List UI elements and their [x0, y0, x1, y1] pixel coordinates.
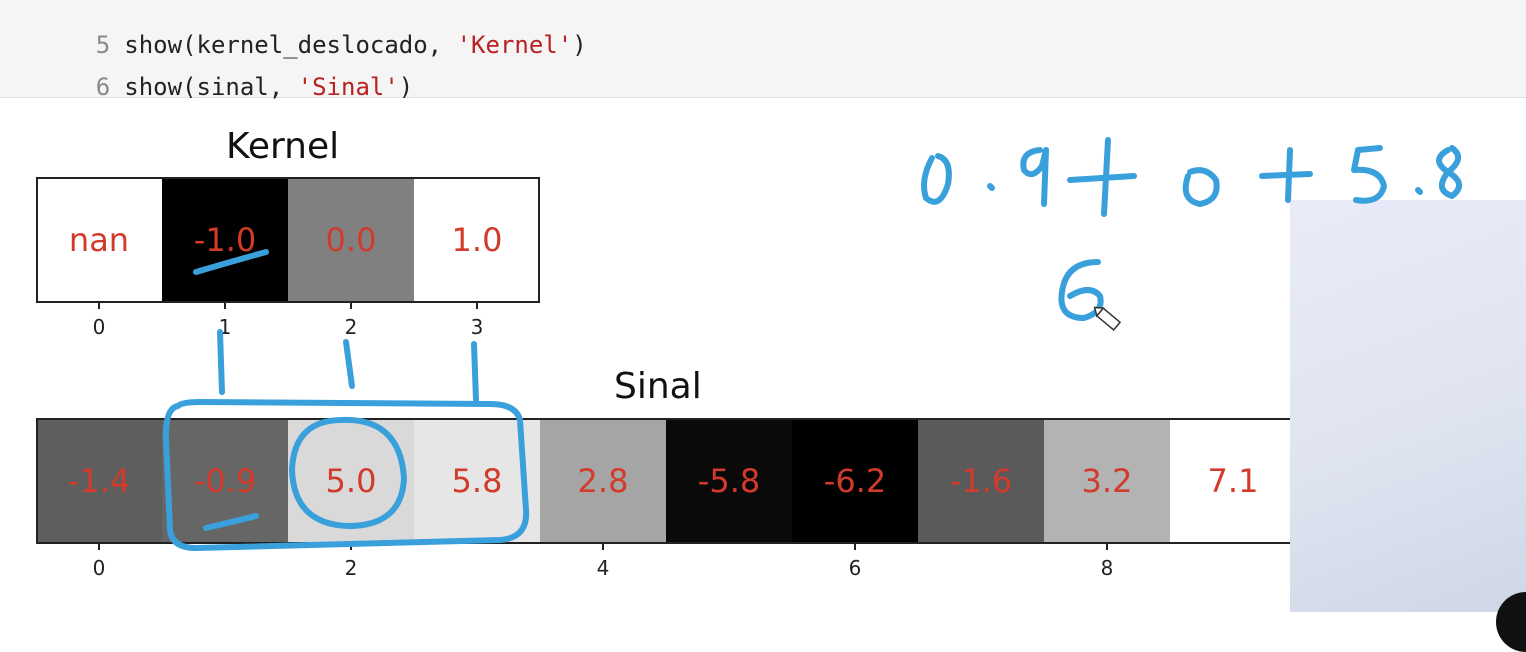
signal-tick-mark — [1106, 544, 1108, 550]
code-line-6: 6 show(sinal, 'Sinal') — [38, 36, 413, 101]
signal-cell: 7.1 — [1170, 418, 1296, 544]
handwritten-nine — [1020, 147, 1049, 207]
signal-tick-label: 6 — [848, 556, 862, 580]
kernel-tick-mark — [476, 303, 478, 309]
signal-cell: 5.8 — [414, 418, 540, 544]
handwritten-six — [1058, 259, 1104, 321]
signal-plot-title: Sinal — [614, 366, 702, 407]
connector-stroke-2 — [343, 339, 355, 389]
kernel-tick-label: 3 — [470, 315, 484, 339]
signal-tick-mark — [98, 544, 100, 550]
line-number: 6 — [95, 73, 111, 101]
kernel-tick-mark — [224, 303, 226, 309]
code-text: ) — [572, 31, 587, 59]
signal-tick-label: 8 — [1100, 556, 1114, 580]
kernel-tick-label: 1 — [218, 315, 232, 339]
handwritten-dot-1 — [987, 183, 995, 191]
kernel-cell: nan — [36, 177, 162, 303]
handwritten-zero-1 — [921, 153, 952, 205]
signal-cell: -1.4 — [36, 418, 162, 544]
code-string: 'Kernel' — [456, 31, 573, 59]
code-line-5: 5 show(kernel_deslocado, 'Kernel') — [38, 0, 587, 59]
signal-cell: -0.9 — [162, 418, 288, 544]
signal-tick-mark — [854, 544, 856, 550]
signal-tick-label: 0 — [92, 556, 106, 580]
pen-cursor-icon — [1093, 306, 1122, 332]
handwritten-plus-1 — [1067, 137, 1137, 217]
kernel-tick-mark — [350, 303, 352, 309]
line-number: 5 — [95, 31, 111, 59]
handwritten-eight — [1436, 145, 1462, 199]
signal-tick-label: 2 — [344, 556, 358, 580]
code-cell[interactable]: 5 show(kernel_deslocado, 'Kernel') 6 show(… — [0, 0, 1526, 101]
signal-cell: -6.2 — [792, 418, 918, 544]
handwritten-zero-2 — [1182, 167, 1220, 207]
handwritten-five — [1351, 145, 1387, 204]
webcam-overlay — [1290, 200, 1526, 652]
signal-tick-label: 4 — [596, 556, 610, 580]
code-text: show(kernel_deslocado, — [124, 31, 457, 59]
webcam-figure — [1496, 592, 1526, 652]
signal-cell: 3.2 — [1044, 418, 1170, 544]
kernel-plot-title: Kernel — [226, 126, 340, 167]
signal-tick-mark — [602, 544, 604, 550]
kernel-tick-label: 2 — [344, 315, 358, 339]
code-text: ) — [398, 73, 414, 101]
kernel-cell: -1.0 — [162, 177, 288, 303]
signal-cell: -5.8 — [666, 418, 792, 544]
code-string: 'Sinal' — [297, 73, 399, 101]
handwritten-dot-2 — [1415, 187, 1423, 195]
signal-tick-mark — [350, 544, 352, 550]
connector-stroke-1 — [217, 329, 225, 395]
signal-cell: 5.0 — [288, 418, 414, 544]
handwritten-plus-2 — [1259, 147, 1313, 203]
code-text: show(sinal, — [124, 73, 298, 101]
kernel-cell: 1.0 — [414, 177, 540, 303]
kernel-tick-label: 0 — [92, 315, 106, 339]
signal-cell: 2.8 — [540, 418, 666, 544]
connector-stroke-3 — [471, 341, 479, 403]
signal-cell: -1.6 — [918, 418, 1044, 544]
kernel-tick-mark — [98, 303, 100, 309]
kernel-cell: 0.0 — [288, 177, 414, 303]
